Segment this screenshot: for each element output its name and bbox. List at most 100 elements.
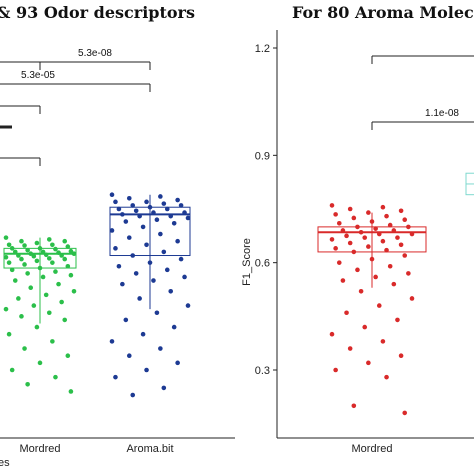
right-pvalue-1: 1.1e-08 bbox=[425, 108, 459, 119]
left-mordred-point bbox=[40, 249, 46, 255]
right-x-tick-mordred: Mordred bbox=[352, 443, 393, 455]
left-aromabit-point bbox=[154, 217, 160, 223]
left-aromabit-point bbox=[182, 274, 187, 280]
left-aromabit-point bbox=[130, 203, 136, 208]
left-mordred-point bbox=[19, 238, 24, 244]
left-mordred-point bbox=[6, 242, 12, 248]
left-aromabit-point bbox=[130, 253, 136, 258]
right-mordred-point bbox=[402, 253, 408, 258]
left-mordred-point bbox=[25, 382, 30, 387]
right-mordred-point bbox=[380, 238, 386, 244]
left-mordred-point bbox=[65, 244, 71, 249]
left-aromabit-point bbox=[151, 210, 156, 215]
left-mordred-point bbox=[34, 258, 40, 264]
left-mordred-point bbox=[3, 235, 9, 240]
left-aromabit-point bbox=[168, 213, 174, 219]
left-pvalue-2: 5.3e-05 bbox=[21, 70, 55, 81]
left-mordred-point bbox=[25, 271, 30, 276]
right-mordred-point bbox=[384, 213, 389, 219]
right-mordred-point bbox=[347, 240, 353, 246]
right-mordred-point bbox=[373, 226, 378, 231]
left-aromabit-point bbox=[109, 228, 115, 233]
left-aromabit-point bbox=[158, 194, 163, 199]
right-mordred-point bbox=[333, 367, 338, 373]
left-aromabit-point bbox=[168, 288, 174, 294]
left-aromabit-point bbox=[133, 208, 139, 214]
right-mordred-point bbox=[362, 324, 368, 330]
left-aromabit-point bbox=[137, 296, 142, 301]
left-mordred-point bbox=[62, 256, 68, 262]
left-mordred-point bbox=[6, 260, 12, 265]
right-mordred-point bbox=[366, 244, 371, 249]
left-aromabit-point bbox=[130, 392, 136, 398]
left-mordred-point bbox=[50, 339, 55, 344]
left-aromabit-point bbox=[116, 263, 122, 269]
left-aromabit-point bbox=[154, 310, 160, 316]
left-mordred-point bbox=[71, 288, 77, 294]
right-mordred-point bbox=[384, 247, 389, 253]
left-mordred-point bbox=[22, 262, 27, 267]
left-aromabit-point bbox=[171, 221, 177, 226]
left-aromabit-point bbox=[161, 249, 167, 255]
left-mordred-point bbox=[28, 251, 34, 257]
left-mordred-point bbox=[34, 324, 40, 330]
right-mordred-point bbox=[402, 217, 408, 223]
left-mordred-point bbox=[12, 249, 18, 255]
right-mordred-point bbox=[358, 229, 364, 235]
left-mordred-point bbox=[65, 263, 71, 269]
right-mordred-point bbox=[402, 410, 408, 416]
right-mordred-point bbox=[358, 288, 364, 294]
left-aromabit-point bbox=[113, 374, 118, 380]
right-y-axis-label: F1_Score bbox=[241, 238, 253, 286]
left-mordred-point bbox=[37, 246, 43, 251]
left-aromabit-point bbox=[126, 195, 132, 201]
left-mordred-point bbox=[46, 310, 52, 316]
right-mordred-point bbox=[329, 331, 335, 337]
left-aromabit-point bbox=[147, 204, 153, 210]
right-mordred-point bbox=[347, 346, 353, 351]
left-aromabit-point bbox=[133, 271, 139, 276]
left-mordred-point bbox=[46, 256, 52, 261]
left-mordred-point bbox=[50, 260, 55, 265]
left-aromabit-point bbox=[113, 199, 118, 205]
left-aromabit-point bbox=[178, 256, 184, 262]
left-mordred-point bbox=[59, 299, 64, 305]
left-aromabit-point bbox=[185, 303, 191, 308]
right-mordred-point bbox=[329, 203, 335, 208]
left-mordred-point bbox=[43, 252, 49, 258]
right-mordred-point bbox=[409, 296, 415, 301]
left-mordred-point bbox=[34, 240, 40, 246]
left-mordred-point bbox=[62, 317, 68, 323]
right-y-tick-label: 1.2 bbox=[255, 43, 270, 55]
left-mordred-point bbox=[31, 253, 37, 259]
left-mordred-point bbox=[50, 242, 55, 248]
left-aromabit-point bbox=[144, 367, 149, 373]
left-mordred-point bbox=[46, 237, 52, 242]
left-aromabit-point bbox=[120, 281, 125, 287]
left-aromabit-point bbox=[147, 260, 153, 265]
right-mordred-point bbox=[333, 212, 338, 217]
left-aromabit-point bbox=[120, 212, 125, 217]
left-aromabit-point bbox=[164, 267, 170, 273]
left-aromabit-point bbox=[175, 360, 180, 366]
right-mordred-point bbox=[380, 339, 386, 344]
right-mordred-point bbox=[336, 221, 342, 226]
right-mordred-point bbox=[380, 204, 386, 210]
left-mordred-point bbox=[6, 331, 12, 337]
right-mordred-point bbox=[395, 317, 400, 323]
left-mordred-point bbox=[56, 250, 61, 255]
left-mordred-point bbox=[31, 303, 37, 308]
left-mordred-point bbox=[40, 274, 46, 280]
right-mordred-point bbox=[347, 206, 353, 212]
right-y-tick-label: 0.3 bbox=[255, 365, 270, 377]
right-mordred-point bbox=[351, 215, 357, 221]
left-x-tick-mordred: Mordred bbox=[20, 443, 61, 455]
right-mordred-point bbox=[387, 222, 393, 228]
right-mordred-point bbox=[344, 310, 349, 316]
left-aromabit-point bbox=[109, 339, 115, 344]
left-aromabit-point bbox=[175, 238, 180, 244]
left-mordred-point bbox=[53, 246, 58, 252]
right-mordred-point bbox=[369, 256, 375, 262]
right-chart-title: For 80 Aroma Molec bbox=[292, 3, 474, 22]
left-mordred-point bbox=[62, 238, 68, 244]
